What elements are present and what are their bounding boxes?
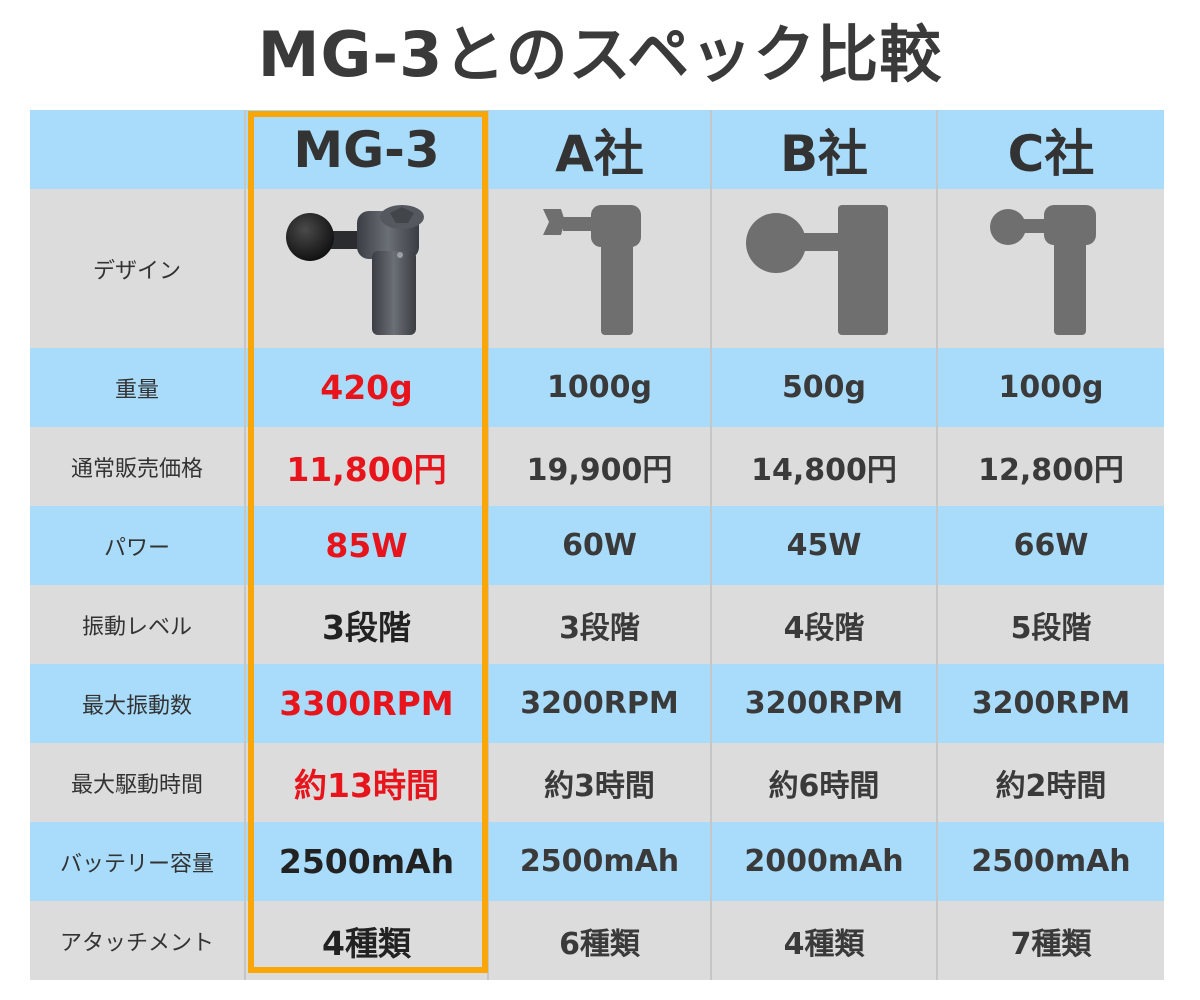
- page-title: MG-3とのスペック比較: [257, 18, 943, 91]
- mg3-vibration-level-value: 3段階: [322, 607, 411, 647]
- price-b: 14,800円: [712, 427, 938, 506]
- design-a: [489, 189, 712, 348]
- mg3-battery-value: 2500mAh: [278, 842, 455, 881]
- column-header-mg3: MG-3: [246, 110, 489, 189]
- battery-b: 2000mAh: [712, 822, 938, 901]
- price-c: 12,800円: [938, 427, 1164, 506]
- battery-mg3: 2500mAh: [246, 822, 489, 901]
- design-b: [712, 189, 938, 348]
- row-label-runtime: 最大駆動時間: [30, 743, 246, 822]
- row-label-design: デザイン: [30, 189, 246, 348]
- price-a: 19,900円: [489, 427, 712, 506]
- runtime-mg3: 約13時間: [246, 743, 489, 822]
- row-label-attachments: アタッチメント: [30, 901, 246, 980]
- power-a: 60W: [489, 506, 712, 585]
- max-vibration-c: 3200RPM: [938, 664, 1164, 743]
- row-label-power: パワー: [30, 506, 246, 585]
- vibration-level-b: 4段階: [712, 585, 938, 664]
- attachments-a: 6種類: [489, 901, 712, 980]
- vibration-level-a: 3段階: [489, 585, 712, 664]
- price-mg3: 11,800円: [246, 427, 489, 506]
- power-mg3: 85W: [246, 506, 489, 585]
- massage-gun-silhouette-icon: [990, 204, 1096, 335]
- mg3-attachments-value: 4種類: [322, 923, 411, 963]
- row-label-max-vibration: 最大振動数: [30, 664, 246, 743]
- row-label-weight: 重量: [30, 348, 246, 427]
- spec-comparison-table: MG-3 A社 B社 C社 デザイン: [30, 110, 1164, 980]
- attachments-b: 4種類: [712, 901, 938, 980]
- massage-gun-silhouette-icon: [542, 204, 641, 335]
- max-vibration-a: 3200RPM: [489, 664, 712, 743]
- vibration-level-mg3: 3段階: [246, 585, 489, 664]
- design-mg3: [246, 189, 489, 348]
- weight-a: 1000g: [489, 348, 712, 427]
- design-c: [938, 189, 1164, 348]
- battery-a: 2500mAh: [489, 822, 712, 901]
- mg3-price-value: 11,800円: [286, 449, 447, 489]
- power-c: 66W: [938, 506, 1164, 585]
- attachments-mg3: 4種類: [246, 901, 489, 980]
- column-header-c: C社: [938, 110, 1164, 189]
- mg3-power-value: 85W: [325, 526, 408, 565]
- max-vibration-b: 3200RPM: [712, 664, 938, 743]
- mg3-max-vibration-value: 3300RPM: [279, 684, 454, 723]
- attachments-c: 7種類: [938, 901, 1164, 980]
- weight-mg3: 420g: [246, 348, 489, 427]
- column-header-b: B社: [712, 110, 938, 189]
- power-b: 45W: [712, 506, 938, 585]
- weight-c: 1000g: [938, 348, 1164, 427]
- row-label-battery: バッテリー容量: [30, 822, 246, 901]
- mg3-massage-gun-photo: [285, 204, 424, 335]
- max-vibration-mg3: 3300RPM: [246, 664, 489, 743]
- weight-b: 500g: [712, 348, 938, 427]
- column-header-a: A社: [489, 110, 712, 189]
- row-label-price: 通常販売価格: [30, 427, 246, 506]
- mg3-weight-value: 420g: [320, 368, 413, 407]
- row-label-vibration-level: 振動レベル: [30, 585, 246, 664]
- runtime-b: 約6時間: [712, 743, 938, 822]
- massage-gun-silhouette-icon: [746, 204, 888, 335]
- vibration-level-c: 5段階: [938, 585, 1164, 664]
- runtime-c: 約2時間: [938, 743, 1164, 822]
- mg3-runtime-value: 約13時間: [294, 765, 439, 805]
- header-empty-cell: [30, 110, 246, 189]
- runtime-a: 約3時間: [489, 743, 712, 822]
- battery-c: 2500mAh: [938, 822, 1164, 901]
